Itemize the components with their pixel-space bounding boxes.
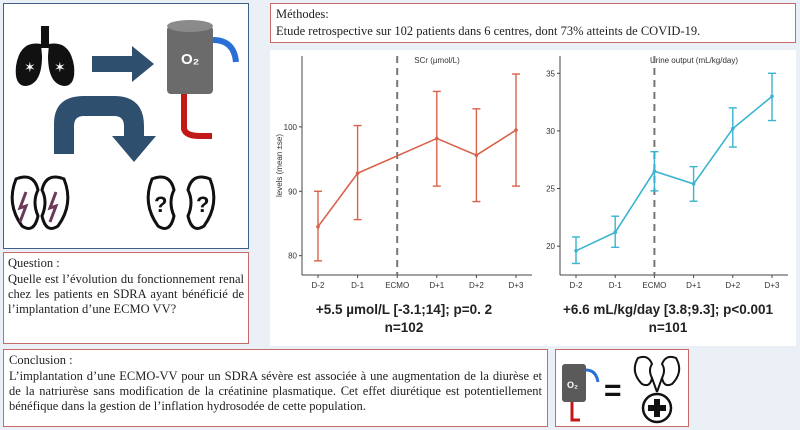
urine-y-tick-label: 30: [546, 127, 555, 136]
question-mark-right: ?: [196, 192, 209, 217]
conclusion-text: L’implantation d’une ECMO-VV pour un SDR…: [9, 369, 542, 413]
question-mark-left: ?: [154, 192, 167, 217]
u-turn-arrow-icon: [54, 96, 156, 162]
methods-heading: Méthodes:: [276, 7, 329, 21]
scr-series-line: [317, 129, 517, 228]
urine-data-point: [691, 182, 696, 186]
scr-x-tick-label: D-2: [312, 281, 325, 290]
small-oxygen-cylinder-icon: O₂: [562, 364, 600, 422]
svg-text:✶: ✶: [24, 59, 36, 75]
urine-x-tick-label: D+2: [725, 281, 740, 290]
scr-x-tick-label: D+2: [469, 281, 484, 290]
chart-panel: SCr (µmol/L) 80 90 100 D-2 D-1 ECMO D+1 D+2 D+3 le…: [270, 50, 796, 346]
question-panel: Question : Quelle est l’évolution du fon…: [3, 252, 249, 344]
kidneys-plus-icon: [633, 355, 681, 424]
urine-y-tick-label: 35: [546, 69, 555, 78]
damaged-kidneys-icon: [10, 175, 70, 230]
uncertain-kidneys-icon: ? ?: [146, 175, 216, 230]
urine-x-tick-label: ECMO: [642, 281, 666, 290]
summary-graphic-panel: O₂ =: [555, 349, 689, 427]
urine-x-tick-label: D-2: [570, 281, 583, 290]
scr-y-tick-label: 100: [284, 123, 298, 132]
scr-x-tick-label: D+3: [509, 281, 524, 290]
oxygen-cylinder-icon: O₂: [167, 20, 239, 139]
equals-sign: =: [604, 374, 622, 407]
scr-title: SCr (µmol/L): [414, 56, 460, 65]
scr-data-point: [435, 136, 439, 141]
urine-data-point: [613, 230, 617, 235]
scr-x-tick-label: D+1: [429, 281, 444, 290]
scr-y-tick-label: 80: [288, 252, 297, 261]
scr-y-label: levels (mean ±se): [275, 134, 284, 197]
urine-data-point: [574, 248, 578, 253]
urine-title: Urine output (mL/kg/day): [650, 56, 738, 65]
question-heading: Question :: [8, 256, 60, 270]
illustration-svg: ✶ ✶ O₂ ? ?: [10, 20, 239, 230]
illustration-panel: ✶ ✶ O₂ ? ?: [3, 3, 249, 249]
conclusion-panel: Conclusion : L’implantation d’une ECMO-V…: [3, 349, 548, 427]
question-text: Quelle est l’évolution du fonctionnement…: [8, 272, 244, 316]
urine-y-tick-label: 20: [546, 242, 555, 251]
chart-svg: SCr (µmol/L) 80 90 100 D-2 D-1 ECMO D+1 D+2 D+3 le…: [275, 56, 788, 290]
urine-data-point: [770, 94, 774, 99]
scr-n: n=102: [384, 320, 424, 335]
methods-text: Etude retrospective sur 102 patients dan…: [276, 24, 701, 38]
scr-data-point: [514, 128, 518, 132]
right-arrow-icon: [92, 46, 154, 82]
urine-data-point: [652, 169, 657, 174]
lungs-icon: ✶ ✶: [15, 26, 75, 86]
scr-x-tick-label: ECMO: [385, 281, 409, 290]
urine-x-tick-label: D-1: [609, 281, 622, 290]
methods-panel: Méthodes: Etude retrospective sur 102 pa…: [270, 3, 796, 43]
o2-label: O₂: [181, 51, 199, 68]
summary-graphic-svg: O₂ =: [562, 355, 681, 424]
conclusion-heading: Conclusion :: [9, 353, 73, 367]
urine-stat: +6.6 mL/kg/day [3.8;9.3]; p<0.001: [562, 302, 774, 317]
urine-x-tick-label: D+3: [765, 281, 780, 290]
urine-x-tick-label: D+1: [686, 281, 701, 290]
urine-n: n=101: [648, 320, 688, 335]
svg-text:✶: ✶: [54, 59, 66, 75]
scr-data-point: [355, 171, 360, 176]
scr-x-tick-label: D-1: [351, 281, 364, 290]
urine-data-point: [731, 126, 735, 131]
scr-data-point: [474, 153, 479, 157]
scr-data-point: [316, 224, 320, 229]
urine-y-tick-label: 25: [546, 185, 555, 194]
scr-stat: +5.5 µmol/L [-3.1;14]; p=0. 2: [315, 302, 493, 317]
scr-y-tick-label: 90: [288, 187, 297, 196]
small-o2-label: O₂: [567, 380, 578, 390]
urine-series-line: [575, 95, 773, 252]
